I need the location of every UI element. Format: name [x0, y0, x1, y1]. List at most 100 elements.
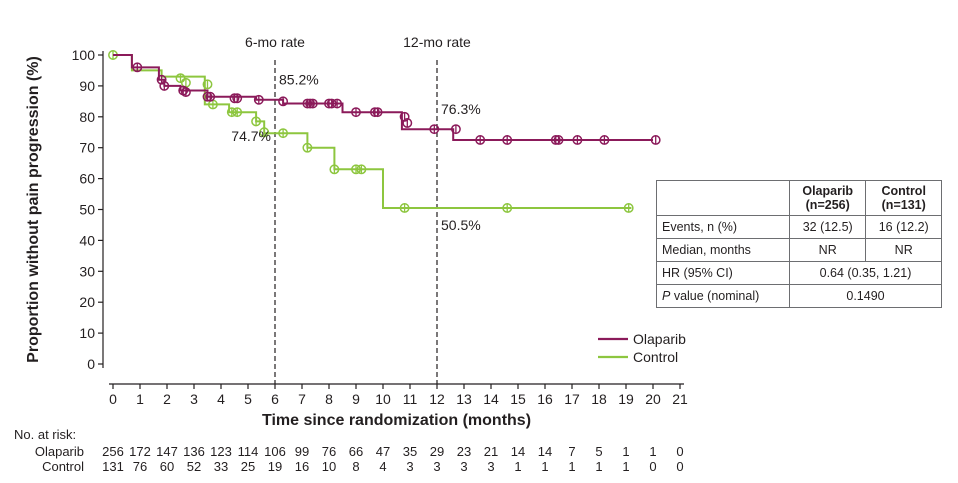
- x-tick-label: 11: [403, 391, 418, 407]
- x-tick-label: 21: [672, 391, 688, 407]
- stats-label: HR (95% CI): [656, 261, 790, 285]
- y-axis-title: Proportion without pain progression (%): [25, 56, 42, 363]
- risk-count: 131: [102, 459, 124, 474]
- stats-label: Median, months: [656, 238, 790, 262]
- y-tick-label: 90: [79, 78, 95, 94]
- y-tick-label: 0: [87, 356, 95, 372]
- risk-count: 256: [102, 444, 124, 459]
- stats-header-control-label: Control: [881, 184, 926, 198]
- stats-header-olaparib-n: (n=256): [805, 198, 850, 212]
- risk-count: 1: [514, 459, 521, 474]
- reference-lines: 6-mo rate 12-mo rate: [245, 34, 471, 384]
- risk-count: 10: [322, 459, 336, 474]
- x-tick-label: 16: [537, 391, 553, 407]
- rate-label: 74.7%: [231, 128, 271, 144]
- rate-label: 85.2%: [279, 72, 319, 88]
- risk-count: 0: [676, 459, 683, 474]
- risk-row-label: Olaparib: [35, 444, 84, 459]
- reference-line-label: 12-mo rate: [403, 34, 471, 50]
- stats-header-olaparib-label: Olaparib: [802, 184, 854, 198]
- risk-count: 0: [649, 459, 656, 474]
- risk-count: 19: [268, 459, 282, 474]
- x-tick-label: 12: [429, 391, 445, 407]
- rate-label: 50.5%: [441, 217, 481, 233]
- stats-row-hr: HR (95% CI) 0.64 (0.35, 1.21): [656, 261, 942, 285]
- legend: Olaparib Control: [598, 331, 686, 365]
- stats-label-italic: P: [662, 289, 671, 303]
- risk-count: 114: [238, 444, 259, 459]
- y-tick-label: 10: [79, 325, 95, 341]
- stats-row-pvalue: P value (nominal) 0.1490: [656, 284, 942, 308]
- risk-count: 35: [403, 444, 417, 459]
- x-tick-label: 20: [645, 391, 661, 407]
- x-tick-label: 4: [217, 391, 225, 407]
- x-tick-label: 6: [271, 391, 279, 407]
- risk-count: 66: [349, 444, 363, 459]
- risk-count: 3: [460, 459, 467, 474]
- risk-count: 3: [487, 459, 494, 474]
- series-layer: [108, 50, 661, 213]
- risk-table: No. at risk:Olaparib 256 172 147 136 123 114 10…: [14, 427, 684, 474]
- stats-value-control: NR: [865, 238, 942, 262]
- stats-table: Olaparib (n=256) Control (n=131) Events,…: [656, 180, 942, 308]
- stats-value-pvalue: 0.1490: [789, 284, 942, 308]
- x-tick-label: 0: [109, 391, 117, 407]
- stats-header-row: Olaparib (n=256) Control (n=131): [656, 180, 942, 216]
- risk-count: 147: [156, 444, 178, 459]
- legend-label: Control: [633, 349, 678, 365]
- x-tick-label: 14: [483, 391, 499, 407]
- risk-count: 29: [430, 444, 444, 459]
- stats-row-median: Median, months NR NR: [656, 238, 942, 262]
- y-tick-label: 80: [79, 109, 95, 125]
- x-tick-label: 3: [190, 391, 198, 407]
- risk-count: 76: [133, 459, 147, 474]
- x-tick-label: 1: [136, 391, 144, 407]
- annotations: 85.2% 74.7% 76.3% 50.5%: [231, 72, 480, 233]
- x-tick-label: 7: [298, 391, 306, 407]
- x-tick-label: 10: [375, 391, 391, 407]
- x-tick-label: 13: [456, 391, 472, 407]
- stats-label: P value (nominal): [656, 284, 790, 308]
- risk-count: 1: [541, 459, 548, 474]
- risk-count: 1: [649, 444, 656, 459]
- y-tick-label: 40: [79, 232, 95, 248]
- y-tick-label: 70: [79, 140, 95, 156]
- reference-line-label: 6-mo rate: [245, 34, 305, 50]
- series-line-olaparib: [113, 54, 653, 141]
- risk-count: 1: [595, 459, 602, 474]
- risk-count: 33: [214, 459, 228, 474]
- x-tick-label: 18: [591, 391, 607, 407]
- risk-count: 123: [210, 444, 232, 459]
- risk-count: 76: [322, 444, 336, 459]
- risk-count: 136: [183, 444, 205, 459]
- stats-value-olaparib: NR: [788, 238, 867, 262]
- y-tick-label: 50: [79, 202, 95, 218]
- series-control: [108, 50, 634, 213]
- risk-count: 106: [264, 444, 286, 459]
- risk-count: 8: [352, 459, 359, 474]
- stats-value-olaparib: 32 (12.5): [788, 215, 867, 239]
- stats-value-hr: 0.64 (0.35, 1.21): [789, 261, 942, 285]
- risk-count: 5: [595, 444, 602, 459]
- stats-header-blank: [656, 180, 790, 216]
- risk-count: 25: [241, 459, 255, 474]
- y-tick-label: 100: [72, 47, 96, 63]
- risk-count: 172: [129, 444, 151, 459]
- x-tick-label: 17: [564, 391, 580, 407]
- risk-count: 47: [376, 444, 390, 459]
- rate-label: 76.3%: [441, 101, 481, 117]
- risk-count: 99: [295, 444, 309, 459]
- x-tick-label: 5: [244, 391, 252, 407]
- risk-count: 1: [622, 459, 629, 474]
- risk-count: 14: [511, 444, 525, 459]
- risk-count: 0: [676, 444, 683, 459]
- stats-label: Events, n (%): [656, 215, 790, 239]
- stats-header-control-n: (n=131): [881, 198, 926, 212]
- x-tick-label: 2: [163, 391, 171, 407]
- y-tick-label: 20: [79, 294, 95, 310]
- risk-count: 3: [433, 459, 440, 474]
- stats-header-control: Control (n=131): [865, 180, 942, 216]
- risk-count: 16: [295, 459, 309, 474]
